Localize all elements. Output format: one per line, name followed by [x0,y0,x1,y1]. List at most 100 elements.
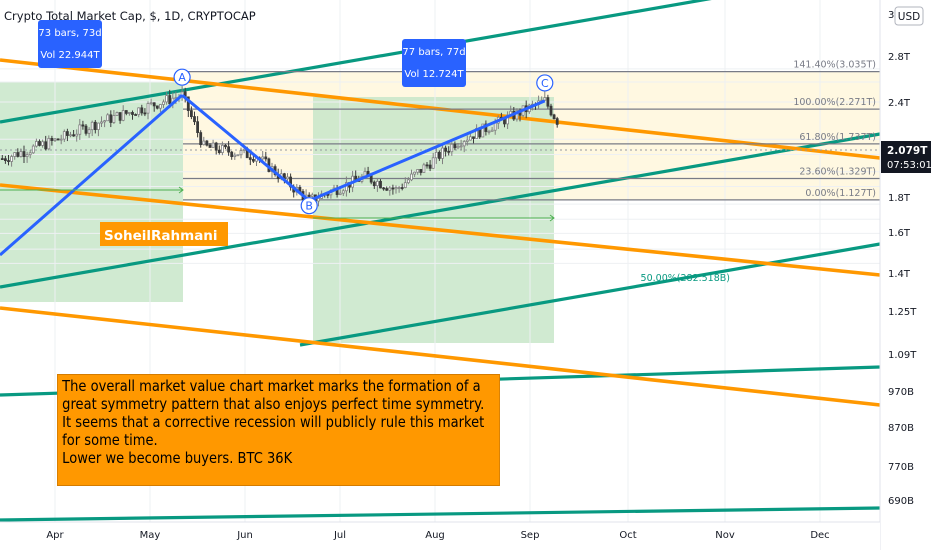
candle-body [50,137,54,141]
candle-body [465,139,469,142]
candle-body [481,123,485,138]
candle-body [103,120,106,123]
candle-body [242,148,246,151]
candle-body [372,181,376,187]
candle-body [134,114,138,116]
pattern-point-c [536,74,554,92]
candle-body [555,118,559,125]
price-tick: 3. [888,10,898,21]
candle-body [199,132,203,146]
currency-badge[interactable]: USD [894,6,924,26]
currency-label: USD [898,11,920,23]
pattern-label: A [178,71,186,84]
candle-body [28,152,32,156]
price-tick: 2.8T [888,52,911,63]
candle-body [425,164,429,167]
pattern-point-a [173,68,191,86]
candle-body [236,154,240,157]
candle-body [248,157,252,160]
candle-body [84,125,88,134]
candle-body [121,110,125,121]
time-axis: Apr May Jun Jul Aug Sep Oct Nov Dec [0,521,880,550]
candle-body [127,112,131,114]
price-tick: 1.25T [888,307,917,318]
candle-body [93,121,97,130]
teal-channel-bottom [0,506,881,522]
candle-body [286,176,289,180]
candle-body [341,190,345,194]
candle-body [38,141,41,146]
candle-body [239,150,243,156]
fib-label: 50.00%(282.518B) [641,273,730,284]
price-tick: 2.4T [888,98,911,109]
candle-body [437,151,441,159]
candle-body [391,187,395,190]
pattern-label: C [541,77,549,90]
candle-body [19,151,23,157]
candle-body [379,180,382,189]
candle-body [72,134,75,137]
candle-body [220,144,224,153]
fib-label: 100.00%(2.271T) [793,97,876,108]
orange-channel-bottom [0,306,881,407]
pattern-label: B [305,200,313,213]
pattern-leg [308,99,546,203]
candle-body [22,151,26,157]
candle-body [168,95,172,105]
candle-body [456,145,460,149]
candle-body [233,154,237,157]
candle-body [189,110,193,117]
candle-body [462,141,466,147]
watermark-text: SoheilRahmani [104,228,218,244]
note-line: It seems that a corrective recession wil… [62,413,485,431]
pattern-leg [0,94,184,257]
candle-body [406,179,410,184]
pattern-point-b [300,197,318,215]
candle-body [441,147,444,159]
time-tick: Nov [715,530,735,541]
teal-channel-low [299,242,881,347]
candle-body [140,107,144,114]
range-info-box [38,20,102,68]
candle-body [413,171,417,175]
price-tick: 870B [888,423,914,434]
candle-body [205,140,209,146]
pattern-leg [181,94,311,202]
range-bars: 73 bars, 73d [38,28,101,39]
teal-channel-top [0,0,712,124]
abc-pattern: A B C [0,68,554,257]
candle-body [4,158,7,161]
candle-body [211,142,215,148]
range-arrow-1-head [178,186,184,194]
candle-body [109,114,113,123]
orange-channel-mid [0,183,881,277]
time-tick: Aug [425,530,445,541]
fib-label: 0.00%(1.127T) [805,188,876,199]
candle-body [450,143,454,153]
candle-body [397,187,401,189]
candle-body [385,188,389,191]
candle-body [310,194,314,197]
candle-body [251,159,255,162]
range-arrow-2-head [549,214,555,222]
price-tick: 1.8T [888,193,911,204]
candle-body [66,131,69,136]
candle-body [106,114,110,122]
candle-body [224,144,227,148]
candle-body [453,143,457,149]
candle-body [410,173,413,181]
candle-body [16,152,20,157]
candle-body [261,156,265,160]
candle-body [400,187,404,189]
candle-body [62,131,66,140]
candle-body [118,112,122,121]
candle-body [552,114,556,120]
candle-body [230,151,234,157]
candle-body [227,146,231,153]
candle-body [369,175,373,183]
candle-body [146,103,150,114]
candle-body [317,198,320,202]
candle-body [208,144,212,148]
candle-body [41,141,44,146]
candle-body [434,151,438,159]
